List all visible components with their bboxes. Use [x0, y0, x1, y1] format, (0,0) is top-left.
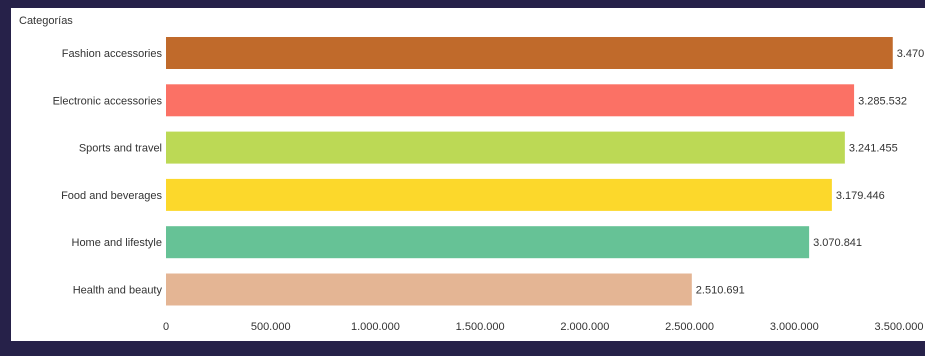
- x-tick-label: 0: [163, 321, 169, 333]
- value-label-electronic-accessories: 3.285.532: [858, 95, 907, 107]
- category-label-home-and-lifestyle: Home and lifestyle: [72, 237, 163, 249]
- category-label-sports-and-travel: Sports and travel: [79, 143, 162, 155]
- bar-sports-and-travel[interactable]: [166, 131, 845, 164]
- x-tick-label: 1.000.000: [351, 321, 400, 333]
- x-axis-ticks: 0 500.000 1.000.000 1.500.000 2.000.000 2.500…: [163, 321, 924, 333]
- value-label-home-and-lifestyle: 3.070.841: [813, 237, 862, 249]
- bar-health-and-beauty[interactable]: [166, 273, 692, 306]
- x-tick-label: 500.000: [251, 321, 291, 333]
- bar-home-and-lifestyle[interactable]: [166, 226, 810, 259]
- x-tick-label: 3.000.000: [770, 321, 819, 333]
- bars-group: Fashion accessories 3.470.20 Electronic ac…: [53, 37, 925, 306]
- x-tick-label: 1.500.000: [456, 321, 505, 333]
- chart-panel: Categorías Fashion accessories 3.470.20 El…: [11, 8, 925, 341]
- value-label-food-and-beverages: 3.179.446: [836, 190, 885, 202]
- category-label-food-and-beverages: Food and beverages: [61, 190, 162, 202]
- x-tick-label: 3.500.000: [875, 321, 924, 333]
- value-label-health-and-beauty: 2.510.691: [696, 285, 745, 297]
- value-label-sports-and-travel: 3.241.455: [849, 143, 898, 155]
- x-tick-label: 2.000.000: [560, 321, 609, 333]
- bar-electronic-accessories[interactable]: [166, 84, 855, 117]
- bar-chart: Categorías Fashion accessories 3.470.20 El…: [19, 15, 925, 333]
- category-label-fashion-accessories: Fashion accessories: [62, 48, 163, 60]
- bar-food-and-beverages[interactable]: [166, 178, 832, 211]
- category-label-health-and-beauty: Health and beauty: [73, 285, 163, 297]
- bar-fashion-accessories[interactable]: [166, 37, 893, 69]
- x-tick-label: 2.500.000: [665, 321, 714, 333]
- chart-heading: Categorías: [19, 15, 73, 27]
- value-label-fashion-accessories: 3.470.20: [897, 48, 925, 60]
- category-label-electronic-accessories: Electronic accessories: [53, 95, 163, 107]
